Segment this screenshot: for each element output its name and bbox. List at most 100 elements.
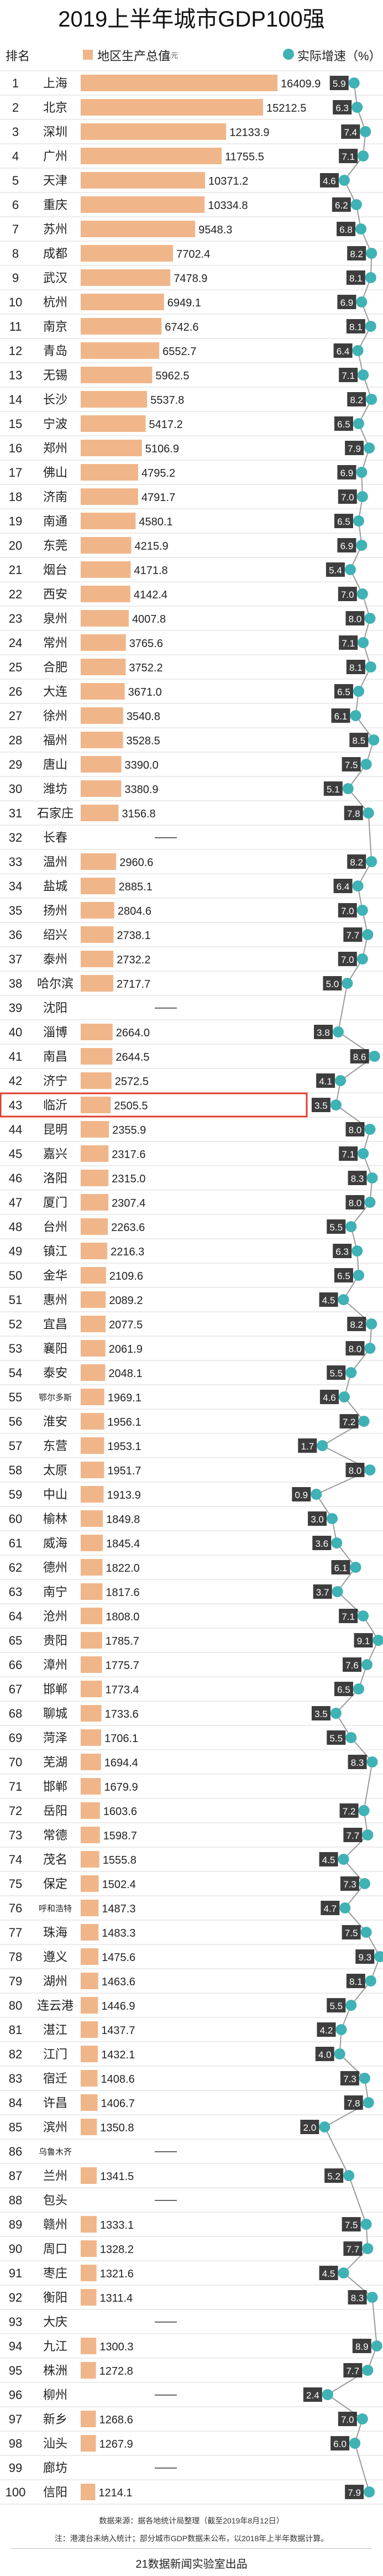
city-label: 大庆	[43, 2316, 67, 2329]
growth-value-bg	[348, 1171, 367, 1185]
gdp-value-label: 1849.8	[106, 1514, 140, 1526]
growth-value-label: 7.2	[343, 1417, 356, 1427]
growth-value-label: 4.7	[323, 1904, 337, 1914]
rank-label: 20	[9, 539, 22, 552]
growth-value-bg	[334, 684, 353, 698]
gdp-value-label: 2572.5	[115, 1076, 149, 1088]
city-label: 上海	[43, 77, 67, 91]
city-label: 淄博	[43, 1026, 67, 1040]
gdp-bar	[81, 1145, 109, 1162]
gdp-value-label: 2061.9	[109, 1343, 143, 1355]
growth-value-bg	[343, 1657, 361, 1672]
growth-value-bg	[334, 514, 353, 528]
growth-value-label: 6.4	[337, 882, 350, 892]
growth-value-bg	[345, 1341, 365, 1355]
city-label: 枣庄	[43, 2267, 67, 2281]
city-label: 宿迁	[43, 2072, 67, 2086]
growth-value-label: 6.1	[334, 1563, 348, 1573]
city-label: 包头	[43, 2194, 67, 2208]
growth-value-bg	[342, 2217, 361, 2231]
rank-label: 48	[9, 1220, 22, 1234]
gdp-bar	[81, 975, 113, 992]
rank-label: 21	[9, 563, 22, 577]
growth-value-bg	[342, 1925, 361, 1939]
gdp-bar	[81, 2289, 97, 2306]
growth-value-bg	[349, 733, 369, 747]
growth-dot	[359, 2073, 370, 2084]
growth-value-bg	[346, 319, 365, 333]
growth-value-label: 8.0	[349, 1344, 362, 1354]
growth-value-bg	[345, 1195, 365, 1209]
rank-label: 53	[9, 1342, 22, 1355]
gdp-value-label: 1475.6	[102, 1952, 135, 1964]
gdp-value-label: 2077.5	[109, 1319, 143, 1331]
city-label: 呼和浩特	[39, 1904, 72, 1913]
growth-value-label: 6.0	[333, 2439, 347, 2449]
growth-value-label: 3.6	[315, 1539, 328, 1549]
city-label: 盐城	[43, 880, 67, 894]
growth-value-label: 4.5	[322, 2269, 335, 2279]
growth-legend-label: 实际增速（%）	[297, 49, 381, 63]
city-label: 湛江	[43, 2024, 67, 2037]
gdp-bar	[81, 1024, 113, 1040]
growth-value-label: 8.6	[353, 1052, 366, 1062]
gdp-bar	[81, 1510, 103, 1527]
growth-value-label: 5.5	[329, 1222, 343, 1233]
growth-value-label: 5.9	[333, 79, 346, 89]
growth-value-bg	[338, 489, 357, 504]
gdp-value-label: 3752.2	[129, 662, 162, 674]
gdp-value-label: 1775.7	[106, 1660, 139, 1672]
gdp-bar	[81, 1097, 111, 1113]
rank-label: 89	[9, 2218, 22, 2231]
city-label: 汕头	[43, 2437, 67, 2451]
gdp-value-label: 1483.3	[102, 1927, 135, 1939]
growth-value-bg	[341, 124, 360, 139]
gdp-bar	[81, 853, 117, 870]
gdp-value-label: 6552.7	[162, 346, 196, 358]
growth-dot	[364, 1343, 376, 1354]
rank-label: 29	[9, 758, 22, 771]
gdp-bar	[81, 1705, 102, 1722]
gdp-bar	[81, 172, 205, 189]
growth-dot	[356, 540, 368, 551]
city-label: 太原	[43, 1464, 67, 1478]
rank-label: 26	[9, 685, 22, 698]
growth-value-label: 7.1	[342, 371, 355, 381]
growth-value-bg	[339, 635, 358, 650]
growth-value-label: 5.0	[326, 979, 339, 989]
gdp-value-label: 2307.4	[112, 1197, 145, 1209]
gdp-bar	[81, 1486, 104, 1503]
gdp-bar	[81, 1948, 99, 1965]
growth-value-bg	[327, 1730, 346, 1745]
gdp-value-label: 1446.9	[101, 2000, 135, 2012]
gdp-bar	[81, 488, 138, 505]
gdp-value-label: 2644.5	[116, 1051, 149, 1063]
gdp-value-label: 2732.2	[117, 954, 150, 966]
city-label: 金华	[43, 1269, 67, 1283]
gdp-value-label: 1603.6	[103, 1806, 137, 1818]
gdp-value-label: 3380.9	[124, 784, 158, 796]
growth-value-bg	[311, 1706, 330, 1720]
growth-value-bg	[346, 1974, 365, 1988]
growth-value-bg	[348, 2290, 367, 2304]
gdp-value-label: 4791.7	[141, 492, 175, 504]
growth-legend-dot	[283, 49, 294, 60]
growth-value-bg	[345, 441, 364, 455]
rank-label: 58	[9, 1463, 22, 1477]
rank-label: 8	[12, 247, 19, 260]
rank-label: 90	[9, 2242, 22, 2256]
growth-dot	[364, 1464, 376, 1475]
gdp-legend-swatch	[83, 50, 93, 60]
gdp-value-label: 1341.5	[100, 2171, 134, 2183]
growth-value-bg	[300, 2120, 319, 2134]
city-label: 榆林	[43, 1513, 67, 1526]
city-label: 郑州	[43, 442, 67, 456]
rank-label: 95	[9, 2364, 22, 2377]
page-title: 2019上半年城市GDP100强	[58, 7, 325, 32]
growth-dot	[355, 223, 367, 234]
growth-value-bg	[343, 1828, 363, 1842]
rank-label: 67	[9, 1682, 22, 1696]
growth-dot	[350, 710, 361, 721]
city-label: 南京	[43, 320, 67, 334]
growth-dot	[359, 1878, 370, 1889]
